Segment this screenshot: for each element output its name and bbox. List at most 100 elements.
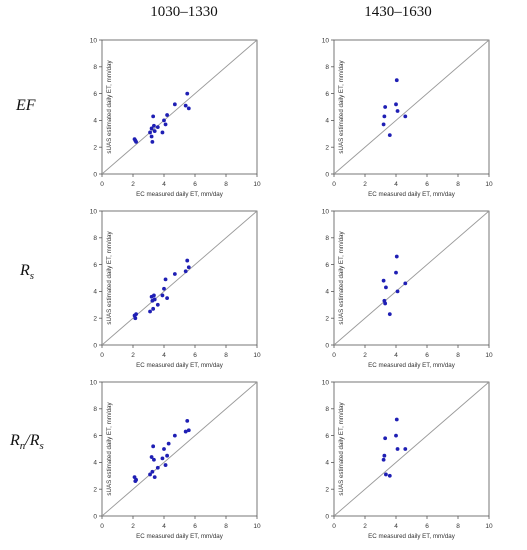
x-tick-label: 10 [485,352,493,359]
row-label-rn-sub: n [19,440,26,453]
data-point [152,297,157,302]
y-axis-label: sUAS estimated daily ET, mm/day [106,402,113,496]
data-point [148,472,152,477]
x-axis-label: EC measured daily ET, mm/day [136,191,224,198]
data-point [383,301,388,306]
data-point [387,473,392,478]
scatter-panel-ef-afternoon: 0 2 4 6 8 10 0 2 4 6 8 10 EC measured daily ET, mm/d… [322,37,493,198]
data-point [384,472,388,477]
data-point [134,477,138,482]
x-tick-label: 4 [394,181,398,188]
plot-frame [101,210,258,346]
data-point [394,102,398,107]
data-point [163,277,168,282]
y-tick-label: 4 [93,118,97,125]
data-point [148,309,152,314]
data-point [382,114,387,119]
row-label-rs-main: R [20,262,30,279]
plot-frame [101,39,258,175]
scatter-panel-rs-afternoon: 0 2 4 6 8 10 0 2 4 6 8 10 EC measured daily ET, mm/d… [322,208,493,369]
y-tick-label: 6 [93,262,97,269]
data-point [162,118,166,123]
x-tick-label: 10 [485,523,493,530]
data-point [183,269,188,274]
data-point [149,455,154,459]
data-point [165,453,169,458]
data-point [383,105,388,109]
data-point [160,130,165,135]
scatter-panel-rs-morning: 0 2 4 6 8 10 0 2 4 6 8 10 EC measured daily ET, mm/d… [90,208,261,369]
plot-frame [333,39,490,175]
x-tick-label: 4 [162,352,166,359]
data-point [395,109,400,113]
data-point [387,133,392,138]
data-point [185,258,190,263]
y-tick-label: 2 [325,487,329,494]
data-point [160,293,165,298]
data-point [384,285,388,290]
row-label-rn-main: R [10,432,20,449]
x-tick-label: 2 [363,523,367,530]
data-point [163,463,168,467]
data-point [165,113,169,117]
x-tick-label: 6 [193,352,197,359]
data-point [381,278,386,283]
data-point [134,139,138,144]
data-point [152,129,157,134]
data-point [160,456,165,461]
y-axis-label: sUAS estimated daily ET, mm/day [106,60,113,154]
scatter-panel-rnrs-morning: 0 2 4 6 8 10 0 2 4 6 8 10 EC measured daily ET, mm/d… [90,379,261,540]
x-tick-label: 2 [131,181,135,188]
data-point [394,433,398,438]
y-tick-label: 4 [93,289,97,296]
y-axis-label: sUAS estimated daily ET, mm/day [338,231,345,325]
scatter-panel-ef-morning: 0 2 4 6 8 10 0 2 4 6 8 10 EC measured daily ET, mm/d… [90,37,261,198]
x-tick-label: 0 [332,352,336,359]
data-point [152,475,157,480]
data-point [395,289,400,294]
data-point [150,139,155,144]
y-tick-label: 8 [325,64,329,71]
data-point [152,457,156,462]
y-tick-label: 2 [93,145,97,152]
y-tick-label: 8 [325,406,329,413]
data-point [155,302,160,307]
data-point [149,126,154,131]
one-to-one-line [333,381,490,517]
scatter-panel-rnrs-afternoon: 0 2 4 6 8 10 0 2 4 6 8 10 EC measured daily ET, mm/d… [322,379,493,540]
data-point [163,122,168,127]
y-axis-label: sUAS estimated daily ET, mm/day [106,231,113,325]
x-tick-label: 2 [363,181,367,188]
y-tick-label: 6 [93,91,97,98]
row-label-rs-main2: /R [25,432,40,449]
data-point [134,312,138,317]
x-tick-label: 8 [456,181,460,188]
row-label-rs-sub2: s [39,440,44,453]
data-point [150,469,155,474]
y-tick-label: 0 [325,171,329,178]
data-point [172,433,177,438]
data-point [185,418,190,423]
x-tick-label: 8 [456,352,460,359]
data-point [155,125,160,129]
data-point [186,106,191,111]
data-point [133,316,138,321]
y-tick-label: 2 [93,487,97,494]
data-point [166,441,171,446]
one-to-one-line [101,39,258,175]
data-point [152,293,156,298]
row-label-rs-sub: s [29,270,35,283]
data-point [394,417,399,422]
y-tick-label: 4 [325,289,329,296]
data-point [186,265,191,270]
data-point [186,428,191,433]
one-to-one-line [101,210,258,346]
data-point [151,114,156,119]
x-tick-label: 8 [224,523,228,530]
data-point [152,123,156,128]
data-point [183,103,188,108]
data-point [381,122,386,127]
x-tick-label: 6 [193,523,197,530]
y-tick-label: 0 [93,342,97,349]
data-point [162,447,166,451]
